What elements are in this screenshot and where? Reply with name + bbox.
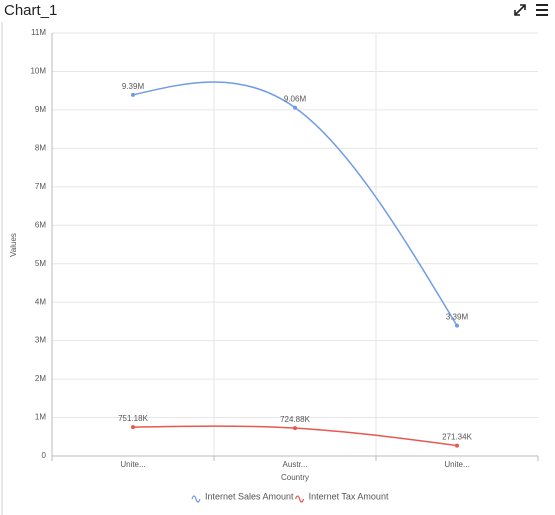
y-tick-label: 1M (35, 413, 46, 422)
data-point (293, 426, 297, 431)
y-tick-label: 2M (35, 374, 46, 383)
data-point (131, 92, 135, 97)
data-point (131, 425, 135, 430)
menu-icon[interactable] (536, 4, 548, 16)
x-axis-title: Country (281, 473, 309, 482)
data-label: 9.39M (122, 82, 145, 91)
data-label: 724.88K (280, 415, 310, 424)
y-tick-label: 0 (42, 451, 47, 460)
legend-icon (191, 495, 201, 503)
data-point (455, 443, 459, 448)
data-label: 3.39M (446, 313, 469, 322)
widget-title: Chart_1 (4, 2, 58, 19)
y-tick-label: 3M (35, 336, 46, 345)
legend-label: Internet Tax Amount (309, 491, 389, 501)
y-tick-label: 10M (30, 67, 46, 76)
data-label: 751.18K (118, 414, 148, 423)
y-axis-title: Values (9, 233, 18, 257)
y-tick-label: 9M (35, 105, 46, 114)
data-point (293, 105, 297, 110)
x-tick-label: Austr... (283, 460, 308, 469)
data-point (455, 323, 459, 328)
legend-icon (294, 495, 305, 503)
y-tick-label: 7M (35, 182, 46, 191)
data-label: 271.34K (442, 433, 472, 442)
y-tick-label: 5M (35, 259, 46, 268)
data-label: 9.06M (284, 95, 307, 104)
x-tick-label: Unite... (444, 460, 469, 469)
y-tick-label: 11M (31, 28, 46, 37)
y-tick-label: 8M (35, 143, 46, 152)
x-tick-label: Unite... (120, 460, 145, 469)
series-line (132, 81, 458, 327)
legend-label: Internet Sales Amount (205, 491, 294, 501)
y-tick-label: 4M (35, 297, 46, 306)
y-tick-label: 6M (35, 220, 46, 229)
expand-icon[interactable] (514, 4, 526, 16)
